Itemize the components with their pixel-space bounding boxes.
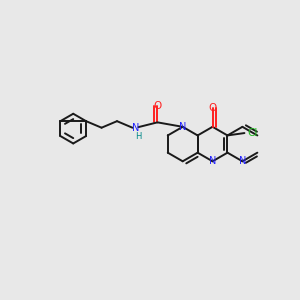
Text: N: N — [132, 123, 140, 133]
Text: N: N — [179, 122, 186, 132]
Text: H: H — [135, 132, 141, 141]
Text: O: O — [153, 101, 162, 111]
Text: Cl: Cl — [248, 128, 258, 138]
Text: N: N — [239, 156, 246, 166]
Text: N: N — [209, 156, 216, 166]
Text: O: O — [208, 103, 217, 113]
